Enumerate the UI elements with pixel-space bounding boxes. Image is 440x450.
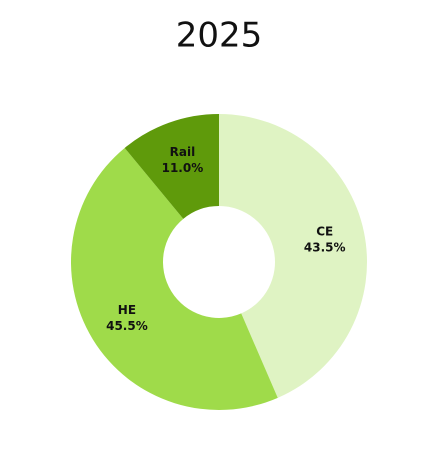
value-label: 11.0% (162, 161, 204, 175)
value-label: 43.5% (304, 241, 346, 255)
value-label: 45.5% (106, 319, 148, 333)
slice (219, 114, 368, 398)
chart-title: 2025 (176, 16, 263, 56)
slice (70, 147, 278, 411)
slice-label: CE (316, 225, 333, 239)
slice (124, 114, 219, 219)
slice-label: Rail (170, 145, 196, 159)
slice-label: HE (118, 303, 136, 317)
